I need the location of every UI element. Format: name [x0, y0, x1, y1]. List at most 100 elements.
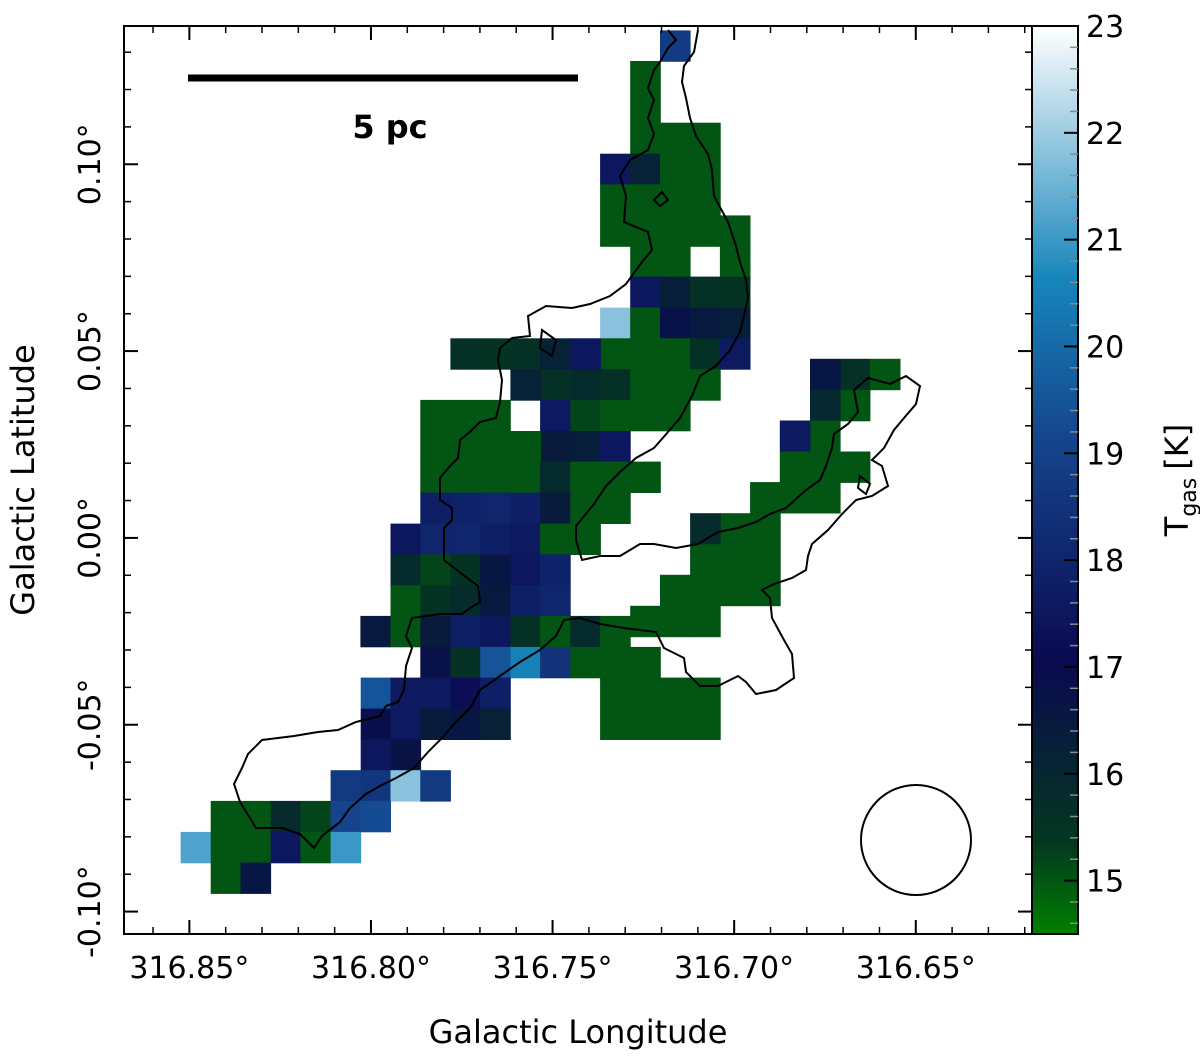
heatmap-cell [480, 615, 511, 648]
heatmap-cell [690, 215, 721, 247]
heatmap-cell [690, 574, 721, 607]
heatmap-cell [570, 369, 601, 401]
heatmap-cell [660, 122, 691, 155]
y-tick-label: -0.10° [73, 865, 108, 958]
colorbar [1032, 26, 1078, 934]
heatmap-cell [420, 399, 451, 432]
colorbar-label-symbol: T [1158, 516, 1196, 537]
heatmap-cell [480, 708, 511, 740]
colorbar-tick-label: 19 [1086, 437, 1124, 472]
heatmap-cell [540, 399, 571, 432]
heatmap-cells [180, 30, 901, 894]
heatmap-cell [570, 461, 601, 493]
heatmap-cell [630, 307, 661, 339]
x-tick-label: 316.75° [493, 951, 613, 986]
heatmap-cell [360, 739, 392, 771]
heatmap-cell [779, 451, 811, 483]
heatmap-cell [510, 492, 541, 524]
heatmap-cell [600, 615, 631, 648]
heatmap-cell [719, 246, 751, 278]
heatmap-cell [480, 399, 511, 432]
colorbar-label: Tgas [K] [1158, 424, 1200, 537]
heatmap-cell [510, 431, 541, 463]
heatmap-cell [779, 420, 811, 452]
x-tick-label: 316.80° [311, 951, 431, 986]
heatmap-cell [210, 862, 242, 894]
heatmap-cell [450, 677, 481, 709]
colorbar-ticks: 15 16 17 18 19 20 21 22 23 [1064, 10, 1124, 925]
heatmap-cell [570, 338, 601, 370]
heatmap-cell [660, 276, 691, 308]
heatmap-cell [450, 646, 481, 679]
heatmap-cell [510, 615, 541, 648]
heatmap-cell [300, 800, 331, 833]
colorbar-frame [1031, 25, 1079, 935]
colorbar-tick-label: 15 [1086, 865, 1124, 900]
heatmap-cell [510, 338, 541, 370]
heatmap-cell [660, 215, 691, 247]
heatmap-cell [660, 153, 691, 186]
heatmap-cell [270, 831, 302, 864]
heatmap-cell [570, 399, 601, 432]
y-tick-label: 0.10° [73, 123, 108, 205]
heatmap-cell [450, 461, 481, 493]
heatmap-cell [480, 677, 511, 709]
heatmap-cell [210, 800, 242, 833]
heatmap-cell [630, 122, 661, 155]
colorbar-tick-label: 16 [1086, 758, 1124, 793]
heatmap-cell [690, 544, 721, 576]
heatmap-cell [600, 153, 631, 186]
heatmap-cell [390, 585, 422, 617]
x-tick-label: 316.65° [856, 951, 976, 986]
y-axis-label: Galactic Latitude [4, 344, 42, 615]
heatmap-cell [540, 492, 571, 524]
colorbar-tick-label: 22 [1086, 117, 1124, 152]
heatmap-cell [300, 831, 331, 864]
heatmap-cell [450, 523, 481, 555]
heatmap-cell [570, 492, 601, 524]
y-tick-label: -0.05° [73, 678, 108, 771]
heatmap-cell [420, 708, 451, 740]
heatmap-cell [390, 708, 422, 740]
heatmap-cell [390, 770, 422, 802]
heatmap-cell [810, 482, 841, 514]
heatmap-cell [450, 708, 481, 740]
heatmap-cell [660, 605, 691, 638]
heatmap-cell [690, 708, 721, 740]
heatmap-cell [810, 420, 841, 452]
heatmap-cell [600, 677, 631, 709]
heatmap-cell [630, 276, 661, 308]
heatmap-cell [600, 431, 631, 463]
heatmap-cell [390, 677, 422, 709]
heatmap-cell [750, 574, 781, 607]
heatmap-cell [600, 307, 631, 339]
colorbar-tick-label: 18 [1086, 544, 1124, 579]
x-tick-label: 316.70° [674, 951, 794, 986]
heatmap-cell [630, 399, 661, 432]
heatmap-cell [600, 399, 631, 432]
heatmap-cell [719, 338, 751, 370]
heatmap-cell [420, 646, 451, 679]
heatmap-cell [510, 554, 541, 586]
heatmap-cell [360, 677, 392, 709]
heatmap-cell [390, 615, 422, 648]
heatmap-cell [540, 461, 571, 493]
heatmap-cell [540, 554, 571, 586]
heatmap-cell [630, 677, 661, 709]
heatmap-cell [690, 605, 721, 638]
colorbar-tick-label: 21 [1086, 224, 1124, 259]
heatmap-cell [600, 215, 631, 247]
heatmap-cell [240, 862, 272, 894]
heatmap-cell [660, 574, 691, 607]
heatmap-cell [660, 677, 691, 709]
heatmap-cell [420, 677, 451, 709]
heatmap-cell [390, 554, 422, 586]
heatmap-cell [330, 831, 362, 864]
heatmap-cell [180, 831, 212, 864]
heatmap-cell [480, 461, 511, 493]
colorbar-label-unit: [K] [1158, 424, 1196, 470]
heatmap-cell [750, 513, 781, 545]
colorbar-tick-label: 23 [1086, 10, 1124, 45]
heatmap-cell [810, 358, 841, 391]
